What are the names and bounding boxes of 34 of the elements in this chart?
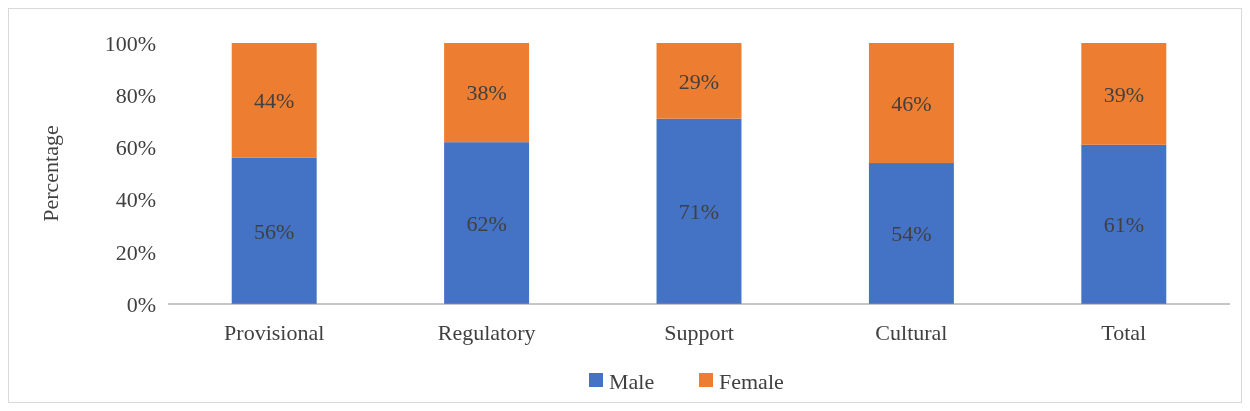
y-tick-label: 40% [115, 187, 156, 213]
data-label: 29% [678, 68, 720, 94]
bar [868, 43, 954, 164]
data-label: 46% [891, 90, 932, 116]
bar [1081, 43, 1167, 145]
y-tick-label: 60% [115, 135, 156, 161]
bar [231, 157, 317, 304]
y-axis-title: Percentage [38, 125, 63, 222]
bar [444, 43, 530, 143]
legend-label: Male [609, 368, 655, 394]
y-tick-label: 0% [126, 291, 156, 317]
data-label: 61% [1103, 212, 1144, 238]
data-label: 71% [678, 199, 720, 225]
x-tick-label: Cultural [875, 320, 948, 345]
data-label: 56% [254, 218, 295, 244]
bar [868, 163, 954, 304]
data-label: 62% [466, 210, 507, 236]
x-tick-label: Provisional [224, 320, 325, 345]
y-tick-label: 20% [115, 239, 156, 265]
bar [656, 43, 742, 119]
x-tick-label: Regulatory [437, 320, 536, 345]
bar [656, 118, 742, 304]
bar [1081, 144, 1167, 304]
y-tick-label: 80% [115, 82, 156, 108]
bar [231, 43, 317, 158]
data-label: 44% [254, 88, 295, 114]
x-tick-label: Support [664, 320, 734, 345]
data-label: 54% [891, 221, 932, 247]
bar [444, 142, 530, 304]
y-tick-label: 100% [104, 30, 156, 56]
legend-label: Female [719, 368, 784, 394]
x-tick-label: Total [1101, 320, 1147, 345]
data-label: 39% [1103, 81, 1144, 107]
data-label: 38% [466, 80, 507, 106]
